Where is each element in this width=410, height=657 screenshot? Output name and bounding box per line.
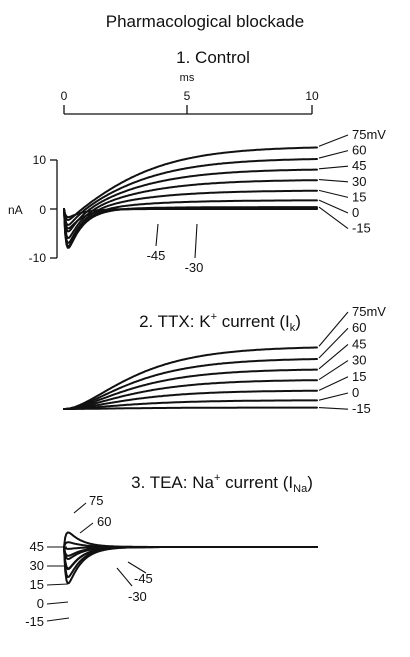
voltage-label-control-45: 45 [352,158,366,173]
trace-ttx-neg15 [63,406,318,410]
trace-label-neg45-tea: -45 [134,571,153,586]
trace-control-neg30 [63,207,318,230]
figure-title: Pharmacological blockade [106,12,304,31]
panel-1-traces [63,146,318,249]
voltage-label-control-15: 15 [352,189,366,204]
y-tick-label-0: 0 [39,203,46,217]
panel-tea: 3. TEA: Na+ current (INa) 75 60 45 30 15… [25,472,318,629]
trace-ttx-45 [63,368,318,410]
trace-label-neg30-tea: -30 [128,589,147,604]
panel-3-title: 3. TEA: Na+ current (INa) [131,472,313,495]
panel-2-title: 2. TTX: K+ current (Ik) [139,311,301,334]
leader-ttx-30 [318,360,349,381]
panel-1-title: 1. Control [176,48,250,67]
trace-control-15 [63,189,318,244]
voltage-label-control-neg15: -15 [352,221,371,236]
panel-1-leaders [318,134,349,230]
trace-ttx-30 [63,379,318,410]
leader-ttx-neg15 [318,406,349,410]
trace-control-75 [63,146,318,221]
y-axis-label: nA [8,203,23,217]
panel-2-leaders [318,311,349,410]
panel-3-labels: 75 60 45 30 15 0 -15 -45 -30 [25,493,153,629]
trace-label-neg15: -15 [25,614,44,629]
trace-label-0: 0 [37,596,44,611]
leader-control-30 [318,179,349,183]
voltage-label-ttx-60: 60 [352,320,366,335]
trace-label-neg30: -30 [185,260,204,275]
voltage-label-ttx-30: 30 [352,353,366,368]
leader-ttx-60 [318,327,349,359]
voltage-label-ttx-15: 15 [352,369,366,384]
y-tick-label-neg10: -10 [29,251,47,265]
voltage-label-ttx-0: 0 [352,385,359,400]
trace-label-60: 60 [97,514,111,529]
x-tick-label-5: 5 [184,89,191,103]
panel-control: 1. Control ms 0 5 10 10 nA 0 -10 75mV604… [8,48,386,275]
trace-control-45 [63,168,318,233]
x-tick-label-10: 10 [305,89,319,103]
trace-label-neg45: -45 [147,248,166,263]
leader-control-75 [318,134,349,147]
trace-label-15: 15 [30,577,44,592]
panel-2-traces [63,346,318,410]
leader-control-0 [318,199,349,214]
voltage-label-control-30: 30 [352,174,366,189]
voltage-label-ttx-75: 75mV [352,304,386,319]
leader-ttx-45 [318,343,349,370]
panel-3-traces [63,531,318,585]
trace-label-75: 75 [89,493,103,508]
leader-ttx-75 [318,311,349,347]
leader-control-45 [318,165,349,170]
leader-ttx-0 [318,392,349,401]
trace-label-45: 45 [30,539,44,554]
voltage-label-control-75: 75mV [352,127,386,142]
trace-ttx-60 [63,358,318,410]
trace-tea-75 [63,531,318,548]
trace-control-60 [63,158,318,226]
panel-1-inline-labels: -45 -30 [147,223,204,275]
y-tick-label-10: 10 [33,153,47,167]
trace-control-neg45 [63,208,318,219]
x-tick-label-0: 0 [61,89,68,103]
voltage-label-control-60: 60 [352,143,366,158]
trace-ttx-15 [63,389,318,410]
trace-ttx-0 [63,399,318,410]
leader-ttx-15 [318,376,349,391]
leader-control-neg15 [318,206,349,230]
voltage-label-ttx-neg15: -15 [352,401,371,416]
trace-label-30: 30 [30,558,44,573]
leader-control-15 [318,189,349,198]
trace-tea-neg45 [63,546,318,557]
trace-control-30 [63,179,318,239]
leader-control-60 [318,150,349,159]
voltage-label-control-0: 0 [352,205,359,220]
y-axis [50,159,58,259]
trace-ttx-75 [63,346,318,410]
trace-tea-neg15 [63,546,318,585]
trace-control-neg15 [63,206,318,249]
x-axis [63,105,313,115]
voltage-label-ttx-45: 45 [352,336,366,351]
x-axis-label: ms [180,72,195,84]
